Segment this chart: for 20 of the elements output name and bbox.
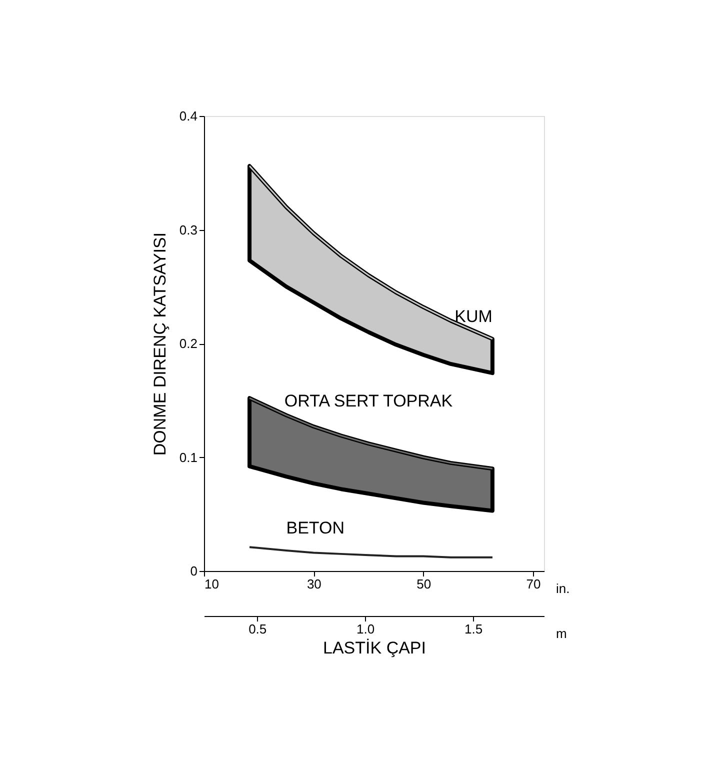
y-axis-title: DONME DIRENÇ KATSAYISI <box>150 232 170 456</box>
series-label: ORTA SERT TOPRAK <box>284 392 454 411</box>
y-tick-label: 0.4 <box>179 108 198 124</box>
x-tick-label: 70 <box>526 576 541 592</box>
x-tick-label: 50 <box>416 576 432 592</box>
y-tick-label: 0 <box>190 564 198 578</box>
x-tick-label: 10 <box>204 576 219 592</box>
y-tick-label: 0.3 <box>179 222 198 238</box>
x2-tick-label: 1.5 <box>464 622 483 636</box>
x2-axis-title: LASTİK ÇAPI <box>323 638 426 658</box>
text: m <box>556 626 567 641</box>
x2-tick-label: 0.5 <box>248 622 267 636</box>
line-series <box>248 546 494 558</box>
x-tick-label: 30 <box>306 576 322 592</box>
text: in. <box>556 581 570 596</box>
x2-tick-label: 1.0 <box>356 622 375 636</box>
y-tick-label: 0.2 <box>179 336 198 351</box>
series-label: KUM <box>454 306 492 326</box>
y-tick-label: 0.1 <box>179 450 198 465</box>
series-label: BETON <box>286 518 345 538</box>
